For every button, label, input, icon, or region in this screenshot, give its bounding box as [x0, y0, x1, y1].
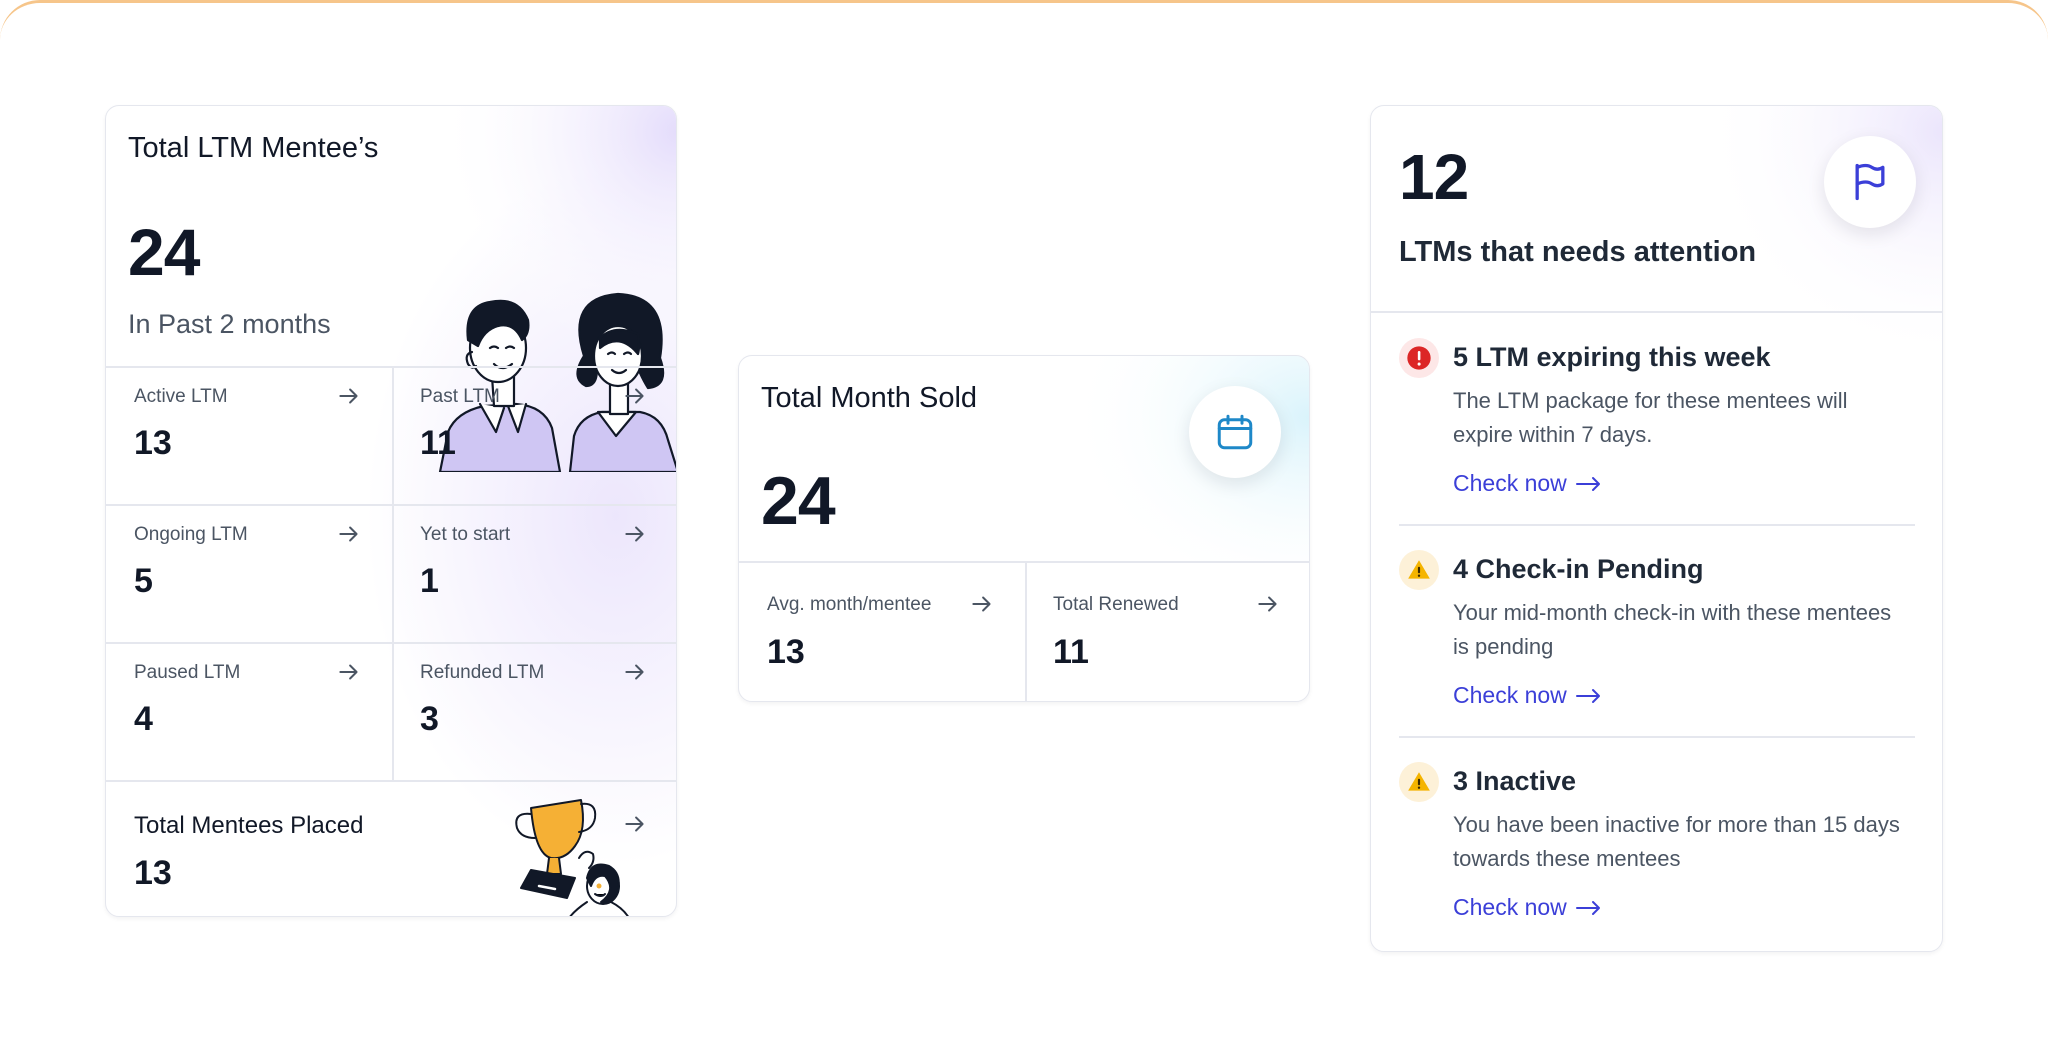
stat-paused-ltm[interactable]: Paused LTM 4 [106, 642, 392, 780]
attention-item-desc: The LTM package for these mentees will e… [1453, 388, 1848, 447]
attention-item-checkin: 4 Check-in Pending Your mid-month check-… [1399, 550, 1915, 710]
calendar-icon [1217, 414, 1253, 450]
divider [1025, 561, 1027, 701]
stat-label: Past LTM [420, 386, 500, 407]
attention-subtitle: LTMs that needs attention [1399, 236, 1757, 268]
arrow-right-icon [1575, 900, 1600, 915]
stat-value: 5 [134, 562, 153, 600]
mentees-card: Total LTM Mentee’s 24 In Past 2 months [105, 105, 677, 917]
stat-label: Ongoing LTM [134, 524, 248, 545]
arrow-right-icon[interactable] [622, 659, 648, 685]
calendar-icon-badge [1189, 386, 1281, 478]
stat-ongoing-ltm[interactable]: Ongoing LTM 5 [106, 504, 392, 642]
check-now-link[interactable]: Check now [1453, 894, 1603, 921]
stat-yet-to-start[interactable]: Yet to start 1 [392, 504, 676, 642]
stat-label: Total Mentees Placed [134, 812, 364, 839]
divider [106, 780, 676, 782]
mentees-total: 24 [128, 215, 200, 289]
stat-value: 3 [420, 700, 439, 738]
months-sold-card: Total Month Sold 24 Avg. month/mentee 13… [738, 355, 1310, 702]
stat-value: 13 [767, 633, 805, 671]
stat-value: 1 [420, 562, 439, 600]
stat-past-ltm[interactable]: Past LTM 11 [392, 366, 676, 504]
divider [1399, 524, 1915, 526]
stat-value: 11 [1053, 633, 1089, 671]
attention-item-title: 3 Inactive [1453, 766, 1577, 796]
check-now-label: Check now [1453, 470, 1567, 496]
arrow-right-icon[interactable] [336, 521, 362, 547]
check-now-label: Check now [1453, 894, 1567, 920]
divider [392, 366, 394, 780]
stat-active-ltm[interactable]: Active LTM 13 [106, 366, 392, 504]
mentees-card-title: Total LTM Mentee’s [128, 132, 379, 164]
stat-label: Paused LTM [134, 662, 241, 683]
check-now-label: Check now [1453, 682, 1567, 708]
divider [106, 504, 676, 506]
attention-item-title: 4 Check-in Pending [1453, 554, 1704, 584]
arrow-right-icon[interactable] [336, 659, 362, 685]
arrow-right-icon[interactable] [1255, 591, 1281, 617]
arrow-right-icon[interactable] [622, 521, 648, 547]
months-card-title: Total Month Sold [761, 382, 978, 414]
attention-item-title: 5 LTM expiring this week [1453, 342, 1771, 372]
alert-warning-icon [1399, 762, 1439, 802]
arrow-right-icon[interactable] [336, 383, 362, 409]
stat-total-mentees-placed[interactable]: Total Mentees Placed 13 [106, 780, 676, 916]
divider [1399, 736, 1915, 738]
attention-item-desc: Your mid-month check-in with these mente… [1453, 600, 1892, 659]
attention-card: 12 LTMs that needs attention 5 LTM expir… [1370, 105, 1943, 952]
divider [1371, 311, 1942, 313]
stat-label: Avg. month/mentee [767, 594, 932, 615]
flag-icon-badge [1824, 136, 1916, 228]
arrow-right-icon[interactable] [622, 811, 648, 837]
divider [106, 366, 676, 368]
mentees-period: In Past 2 months [128, 309, 331, 339]
divider [106, 642, 676, 644]
check-now-link[interactable]: Check now [1453, 682, 1603, 709]
stat-total-renewed[interactable]: Total Renewed 11 [1025, 561, 1309, 701]
divider [739, 561, 1309, 563]
stat-value: 4 [134, 700, 153, 738]
check-now-link[interactable]: Check now [1453, 470, 1603, 497]
arrow-right-icon [1575, 688, 1600, 703]
stat-value: 11 [420, 424, 456, 462]
arrow-right-icon [1575, 476, 1600, 491]
months-total: 24 [761, 463, 836, 539]
trophy-icon [515, 799, 629, 916]
attention-item-expiring: 5 LTM expiring this week The LTM package… [1399, 338, 1915, 498]
attention-item-desc: You have been inactive for more than 15 … [1453, 812, 1900, 871]
stat-refunded-ltm[interactable]: Refunded LTM 3 [392, 642, 676, 780]
arrow-right-icon[interactable] [622, 383, 648, 409]
people-illustration [438, 292, 676, 472]
alert-warning-icon [1399, 550, 1439, 590]
attention-item-inactive: 3 Inactive You have been inactive for mo… [1399, 762, 1915, 922]
stat-label: Yet to start [420, 524, 511, 545]
stat-value: 13 [134, 854, 172, 892]
stat-avg-month-per-mentee[interactable]: Avg. month/mentee 13 [739, 561, 1025, 701]
stat-label: Refunded LTM [420, 662, 545, 683]
stat-label: Active LTM [134, 386, 228, 407]
stat-value: 13 [134, 424, 172, 462]
alert-error-icon [1399, 338, 1439, 378]
stat-label: Total Renewed [1053, 594, 1179, 615]
attention-count: 12 [1399, 141, 1469, 213]
flag-icon [1855, 163, 1885, 201]
arrow-right-icon[interactable] [969, 591, 995, 617]
